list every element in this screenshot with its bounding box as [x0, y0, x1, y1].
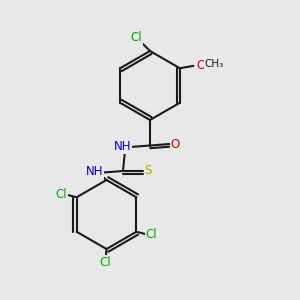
- Text: Cl: Cl: [146, 228, 157, 241]
- Text: S: S: [144, 164, 152, 178]
- Text: Cl: Cl: [131, 31, 142, 44]
- Text: O: O: [170, 137, 179, 151]
- Text: Cl: Cl: [99, 256, 111, 269]
- Text: NH: NH: [114, 140, 132, 154]
- Text: O: O: [196, 59, 206, 72]
- Text: Cl: Cl: [56, 188, 68, 201]
- Text: NH: NH: [86, 165, 104, 178]
- Text: CH₃: CH₃: [205, 59, 224, 69]
